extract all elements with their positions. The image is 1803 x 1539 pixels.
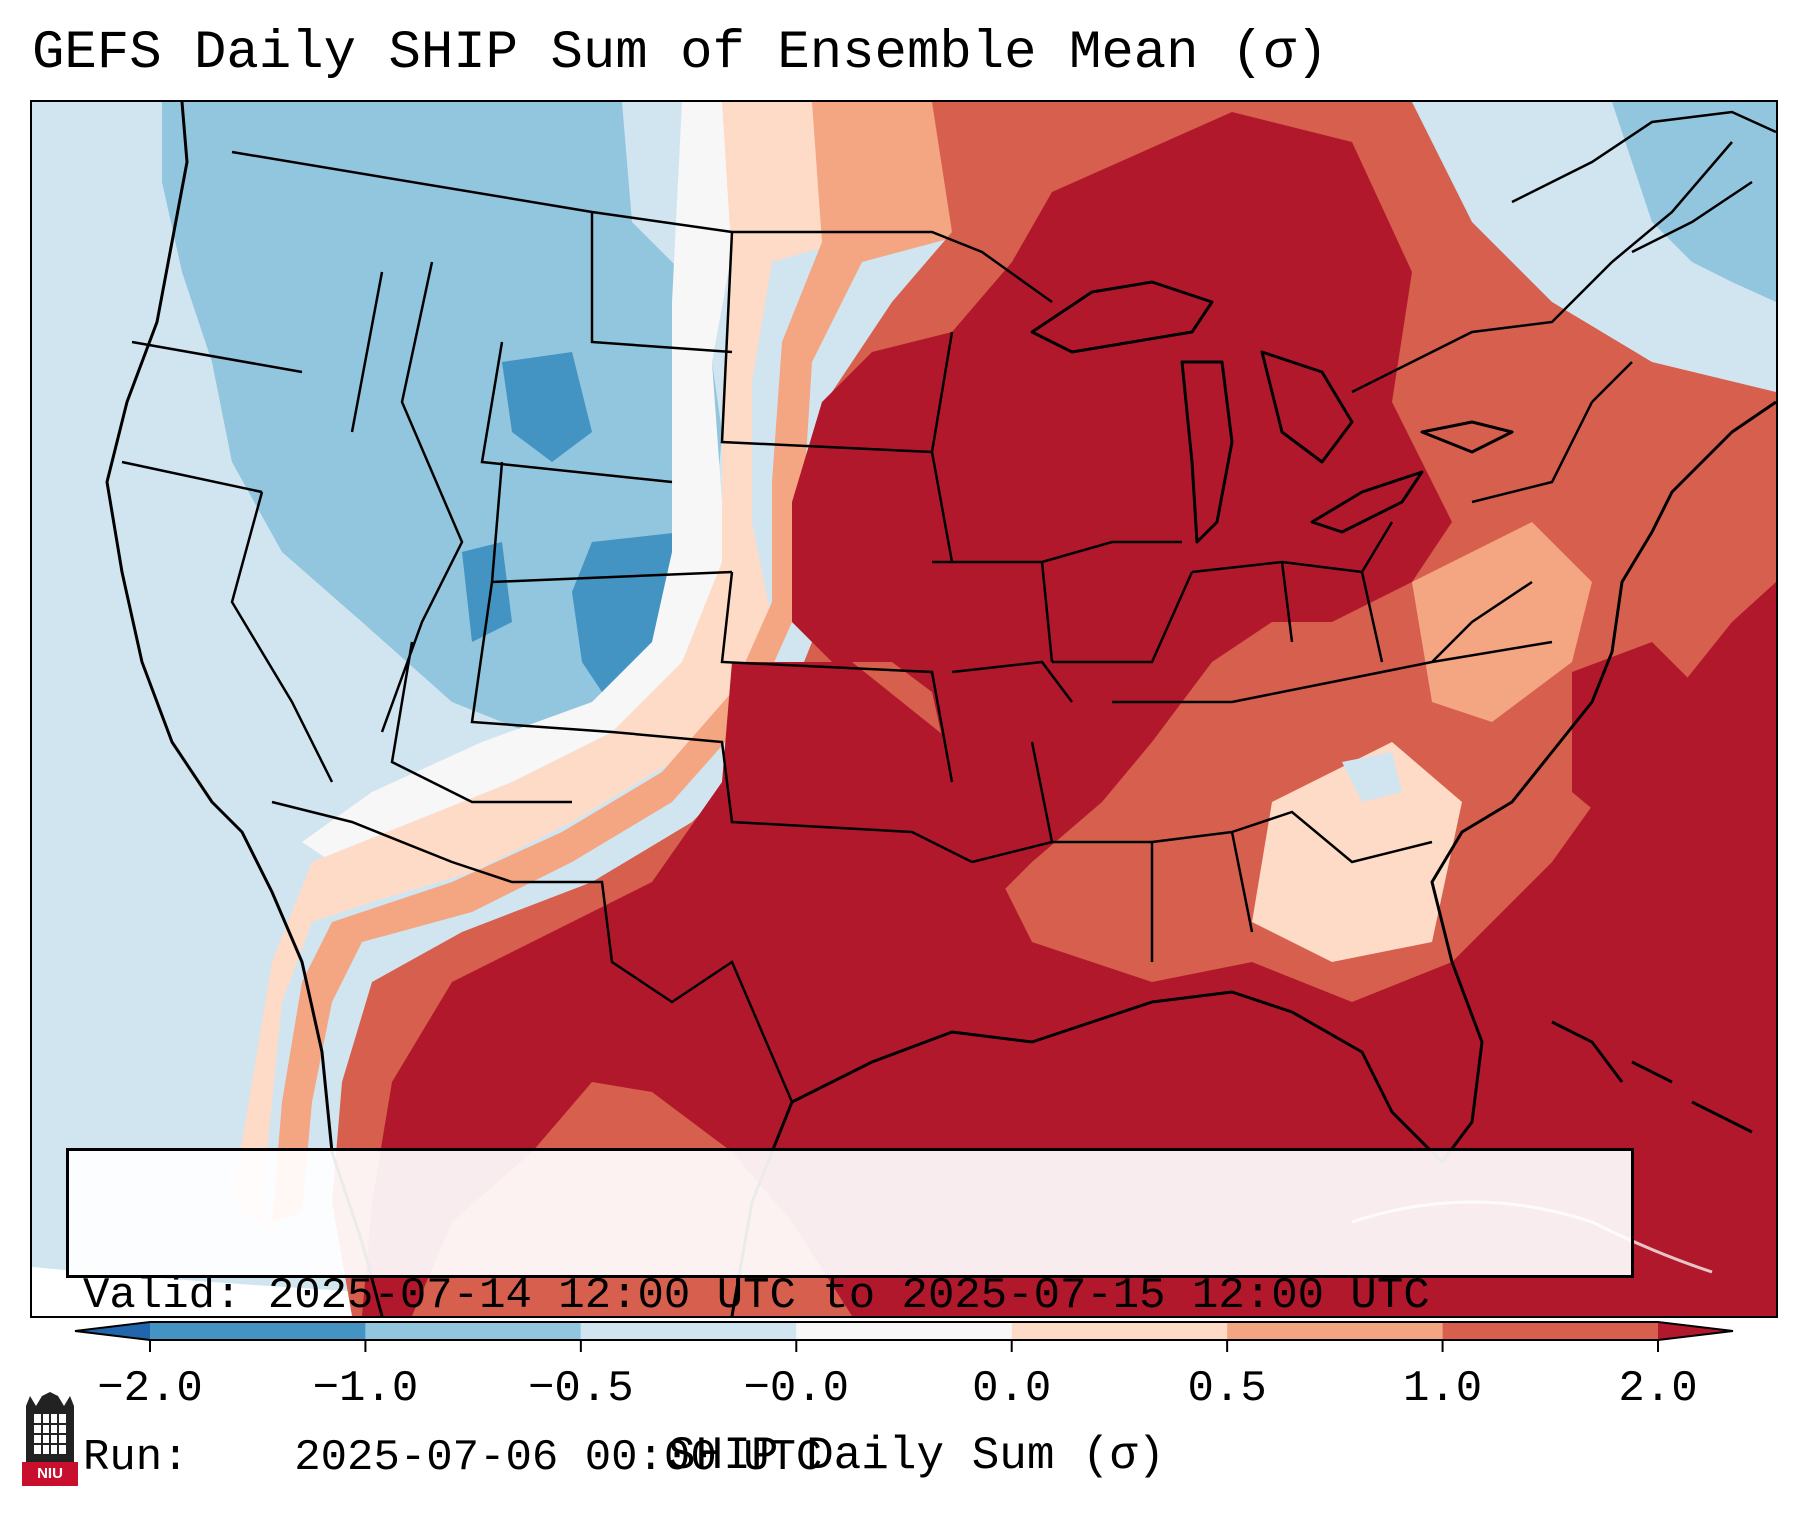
anomaly-band-pos-4-ne: [1572, 642, 1712, 842]
valid-run-info-box: Valid: 2025-07-14 12:00 UTC to 2025-07-1…: [66, 1148, 1634, 1483]
run-label: Run:: [83, 1433, 189, 1483]
lake-michigan: [1180, 360, 1234, 544]
state-border-layer: [121, 110, 1776, 1103]
niu-logo-text: NIU: [37, 1465, 63, 1482]
border-us-canada: [231, 141, 1733, 394]
anomaly-region-neg-2-c: [462, 542, 512, 642]
run-row: Run: 2025-07-06 00:00 UTC: [83, 1431, 1617, 1485]
anomaly-region-se-blue: [1342, 752, 1402, 802]
colorbar-extend-over: [1658, 1322, 1733, 1340]
valid-label: Valid:: [83, 1271, 242, 1321]
bahamas-outline-2: [1631, 1060, 1673, 1084]
border-us-mexico: [271, 800, 794, 1103]
anomaly-region-neg-2-b: [502, 352, 592, 462]
anomaly-map: [32, 102, 1776, 1316]
chart-title: GEFS Daily SHIP Sum of Ensemble Mean (σ): [32, 23, 1329, 84]
map-panel[interactable]: [30, 100, 1778, 1318]
anomaly-band-pos-4-south: [362, 582, 1776, 1316]
anomaly-region-mid-atlantic: [1412, 522, 1592, 722]
anomaly-band-pos-1: [232, 102, 842, 1242]
bahamas-outline: [1551, 1020, 1624, 1083]
coastline-layer: [105, 102, 1776, 1316]
lake-erie: [1310, 470, 1424, 534]
colorbar-tick-label: 2.0: [1618, 1364, 1698, 1414]
bahamas-outline-3: [1691, 1100, 1753, 1134]
coastline-pacific: [105, 102, 384, 1316]
lake-ontario: [1420, 420, 1514, 454]
coastline-gulf: [730, 400, 1776, 1316]
valid-value: 2025-07-14 12:00 UTC to 2025-07-15 12:00…: [267, 1271, 1430, 1321]
run-value: 2025-07-06 00:00 UTC: [294, 1433, 823, 1483]
niu-building-icon: [22, 1392, 78, 1486]
caribbean-outlines: [1551, 1020, 1753, 1134]
state-lines: [121, 212, 1633, 962]
anomaly-band-pos-4: [792, 112, 1452, 902]
lake-superior: [1030, 280, 1214, 354]
valid-row: Valid: 2025-07-14 12:00 UTC to 2025-07-1…: [83, 1269, 1617, 1323]
anomaly-region-se-pale: [1252, 742, 1462, 962]
anomaly-region-neg-ne-light: [1472, 102, 1776, 392]
niu-logo: NIU: [22, 1392, 78, 1486]
lake-huron: [1260, 350, 1354, 464]
coastline-atlantic-canada: [1511, 110, 1776, 254]
anomaly-region-neg-ne: [1612, 102, 1776, 302]
